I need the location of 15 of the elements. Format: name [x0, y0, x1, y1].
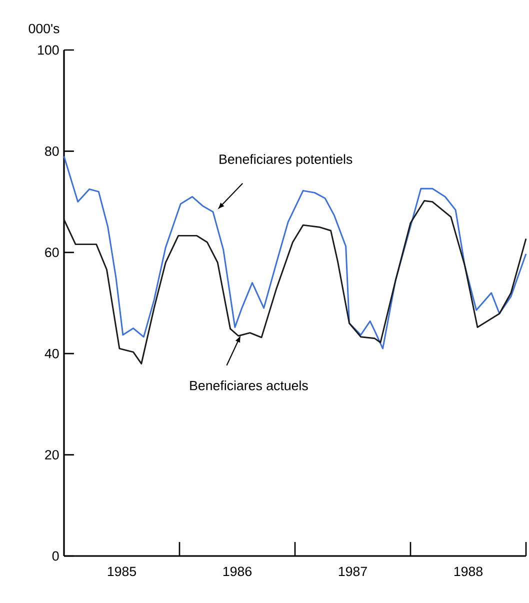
x-tick-label: 1986 — [223, 566, 252, 576]
y-tick-label: 80 — [45, 146, 59, 156]
annotation: Beneficiares actuels — [190, 380, 308, 390]
line-series — [63, 156, 527, 350]
y-tick-label: 100 — [38, 45, 59, 55]
y-tick-label: 20 — [45, 450, 59, 460]
y-axis-title: 000's — [28, 24, 60, 34]
y-tick-label: 60 — [45, 248, 59, 258]
x-tick-label: 1985 — [108, 566, 136, 576]
x-tick-label: 1987 — [338, 566, 367, 576]
x-tick-label: 1988 — [454, 566, 482, 576]
line-series — [63, 200, 527, 364]
y-tick-label: 40 — [44, 348, 59, 358]
annotation: Beneficiares potentiels — [220, 154, 352, 167]
y-tick-label: 0 — [52, 551, 59, 561]
